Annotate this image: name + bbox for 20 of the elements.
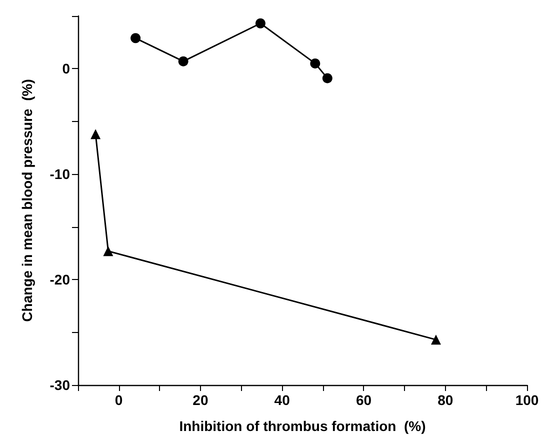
y-tick-label: -20 bbox=[50, 272, 70, 288]
y-tick-label: 0 bbox=[62, 60, 70, 77]
y-tick-label: -10 bbox=[50, 166, 70, 182]
x-tick-label: 80 bbox=[438, 392, 454, 408]
point bbox=[310, 58, 320, 68]
y-axis-title: Change in mean blood pressure (%) bbox=[19, 79, 35, 322]
x-axis-title: Inhibition of thrombus formation (%) bbox=[179, 418, 426, 434]
point bbox=[103, 246, 114, 256]
point bbox=[90, 129, 101, 140]
x-tick-label: 20 bbox=[192, 392, 208, 408]
point bbox=[178, 56, 188, 66]
point bbox=[255, 18, 266, 28]
point bbox=[430, 334, 441, 345]
y-tick-label: -30 bbox=[50, 377, 70, 393]
point bbox=[130, 33, 141, 44]
x-tick-label: 60 bbox=[356, 392, 372, 408]
point bbox=[322, 73, 332, 84]
x-tick-label: 100 bbox=[515, 392, 539, 408]
x-tick-label: 0 bbox=[114, 392, 123, 408]
x-tick-label: 40 bbox=[274, 392, 290, 408]
